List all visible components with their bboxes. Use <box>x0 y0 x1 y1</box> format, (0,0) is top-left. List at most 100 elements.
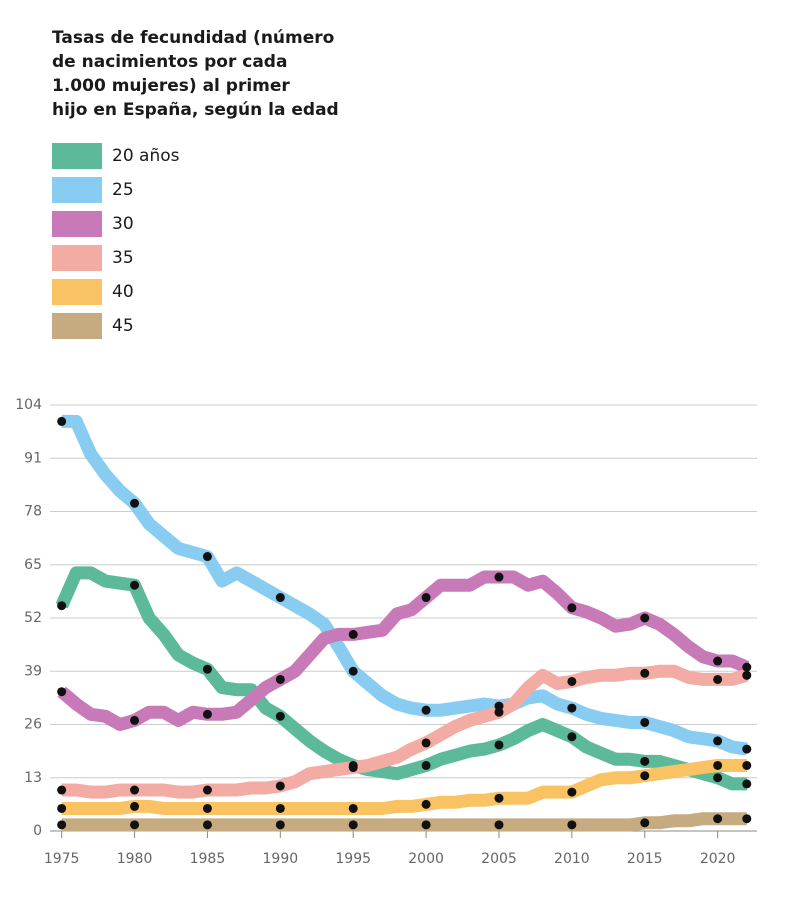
data-point <box>57 416 67 426</box>
series-line <box>57 570 750 731</box>
data-point <box>567 603 577 613</box>
data-point <box>275 593 285 603</box>
data-point <box>348 803 358 813</box>
data-point <box>567 787 577 797</box>
y-tick-label: 104 <box>15 397 42 413</box>
data-point <box>130 580 140 590</box>
y-tick-label: 78 <box>24 504 42 520</box>
data-point <box>57 820 67 830</box>
data-point <box>640 818 650 828</box>
data-point <box>713 736 723 746</box>
data-point <box>348 629 358 639</box>
data-point <box>640 717 650 727</box>
data-point <box>742 744 752 754</box>
data-point <box>713 814 723 824</box>
legend-swatch <box>52 245 102 271</box>
data-point <box>202 552 212 562</box>
series-line <box>61 812 747 832</box>
data-point <box>567 676 577 686</box>
data-point <box>348 763 358 773</box>
legend-swatch <box>52 177 102 203</box>
legend-label: 35 <box>112 248 134 268</box>
data-point <box>275 803 285 813</box>
x-tick-label: 2010 <box>554 851 590 867</box>
chart-title: 1.000 mujeres) al primer <box>52 76 290 96</box>
data-point <box>275 781 285 791</box>
x-tick-label: 2005 <box>481 851 517 867</box>
x-tick-label: 2000 <box>408 851 444 867</box>
legend-label: 45 <box>112 316 134 336</box>
data-point <box>57 687 67 697</box>
x-tick-label: 1995 <box>335 851 371 867</box>
series-line <box>55 566 747 791</box>
data-point <box>130 715 140 725</box>
data-point <box>742 670 752 680</box>
data-point <box>713 760 723 770</box>
legend-swatch <box>52 211 102 237</box>
chart-title: de nacimientos por cada <box>52 52 287 72</box>
legend-swatch <box>52 279 102 305</box>
data-point <box>567 820 577 830</box>
data-point <box>202 803 212 813</box>
data-point <box>421 799 431 809</box>
legend-label: 20 años <box>112 146 180 166</box>
y-tick-label: 26 <box>24 717 42 733</box>
legend-swatch <box>52 143 102 169</box>
x-tick-label: 1980 <box>117 851 153 867</box>
data-point <box>202 820 212 830</box>
data-point <box>742 760 752 770</box>
data-point <box>742 662 752 672</box>
data-point <box>57 785 67 795</box>
chart-title: hijo en España, según la edad <box>52 100 339 120</box>
legend-label: 25 <box>112 180 134 200</box>
data-point <box>494 707 504 717</box>
chart-title: Tasas de fecundidad (número <box>52 28 334 48</box>
data-point <box>494 820 504 830</box>
data-point <box>421 593 431 603</box>
y-tick-label: 13 <box>24 770 42 786</box>
y-tick-label: 65 <box>24 557 42 573</box>
data-point <box>640 756 650 766</box>
data-point <box>275 711 285 721</box>
data-point <box>275 674 285 684</box>
data-point <box>640 668 650 678</box>
y-tick-label: 39 <box>24 663 42 679</box>
data-point <box>130 498 140 508</box>
legend-label: 40 <box>112 282 134 302</box>
data-point <box>640 613 650 623</box>
data-point <box>567 703 577 713</box>
data-point <box>713 674 723 684</box>
series-line <box>61 759 747 815</box>
data-point <box>567 732 577 742</box>
legend-swatch <box>52 313 102 339</box>
series-line <box>61 414 748 756</box>
x-tick-label: 1990 <box>263 851 299 867</box>
data-point <box>640 771 650 781</box>
data-point <box>421 820 431 830</box>
data-point <box>713 656 723 666</box>
data-point <box>742 814 752 824</box>
data-point <box>421 760 431 770</box>
y-tick-label: 91 <box>24 450 42 466</box>
y-tick-label: 52 <box>24 610 42 626</box>
data-point <box>202 664 212 674</box>
data-point <box>421 738 431 748</box>
data-point <box>202 709 212 719</box>
data-point <box>130 820 140 830</box>
data-point <box>57 803 67 813</box>
data-point <box>130 801 140 811</box>
data-point <box>421 705 431 715</box>
data-point <box>275 820 285 830</box>
data-point <box>494 793 504 803</box>
legend-label: 30 <box>112 214 134 234</box>
data-point <box>57 601 67 611</box>
data-point <box>130 785 140 795</box>
data-point <box>742 779 752 789</box>
data-point <box>348 666 358 676</box>
data-point <box>494 572 504 582</box>
data-point <box>713 773 723 783</box>
x-tick-label: 2020 <box>700 851 736 867</box>
data-point <box>202 785 212 795</box>
